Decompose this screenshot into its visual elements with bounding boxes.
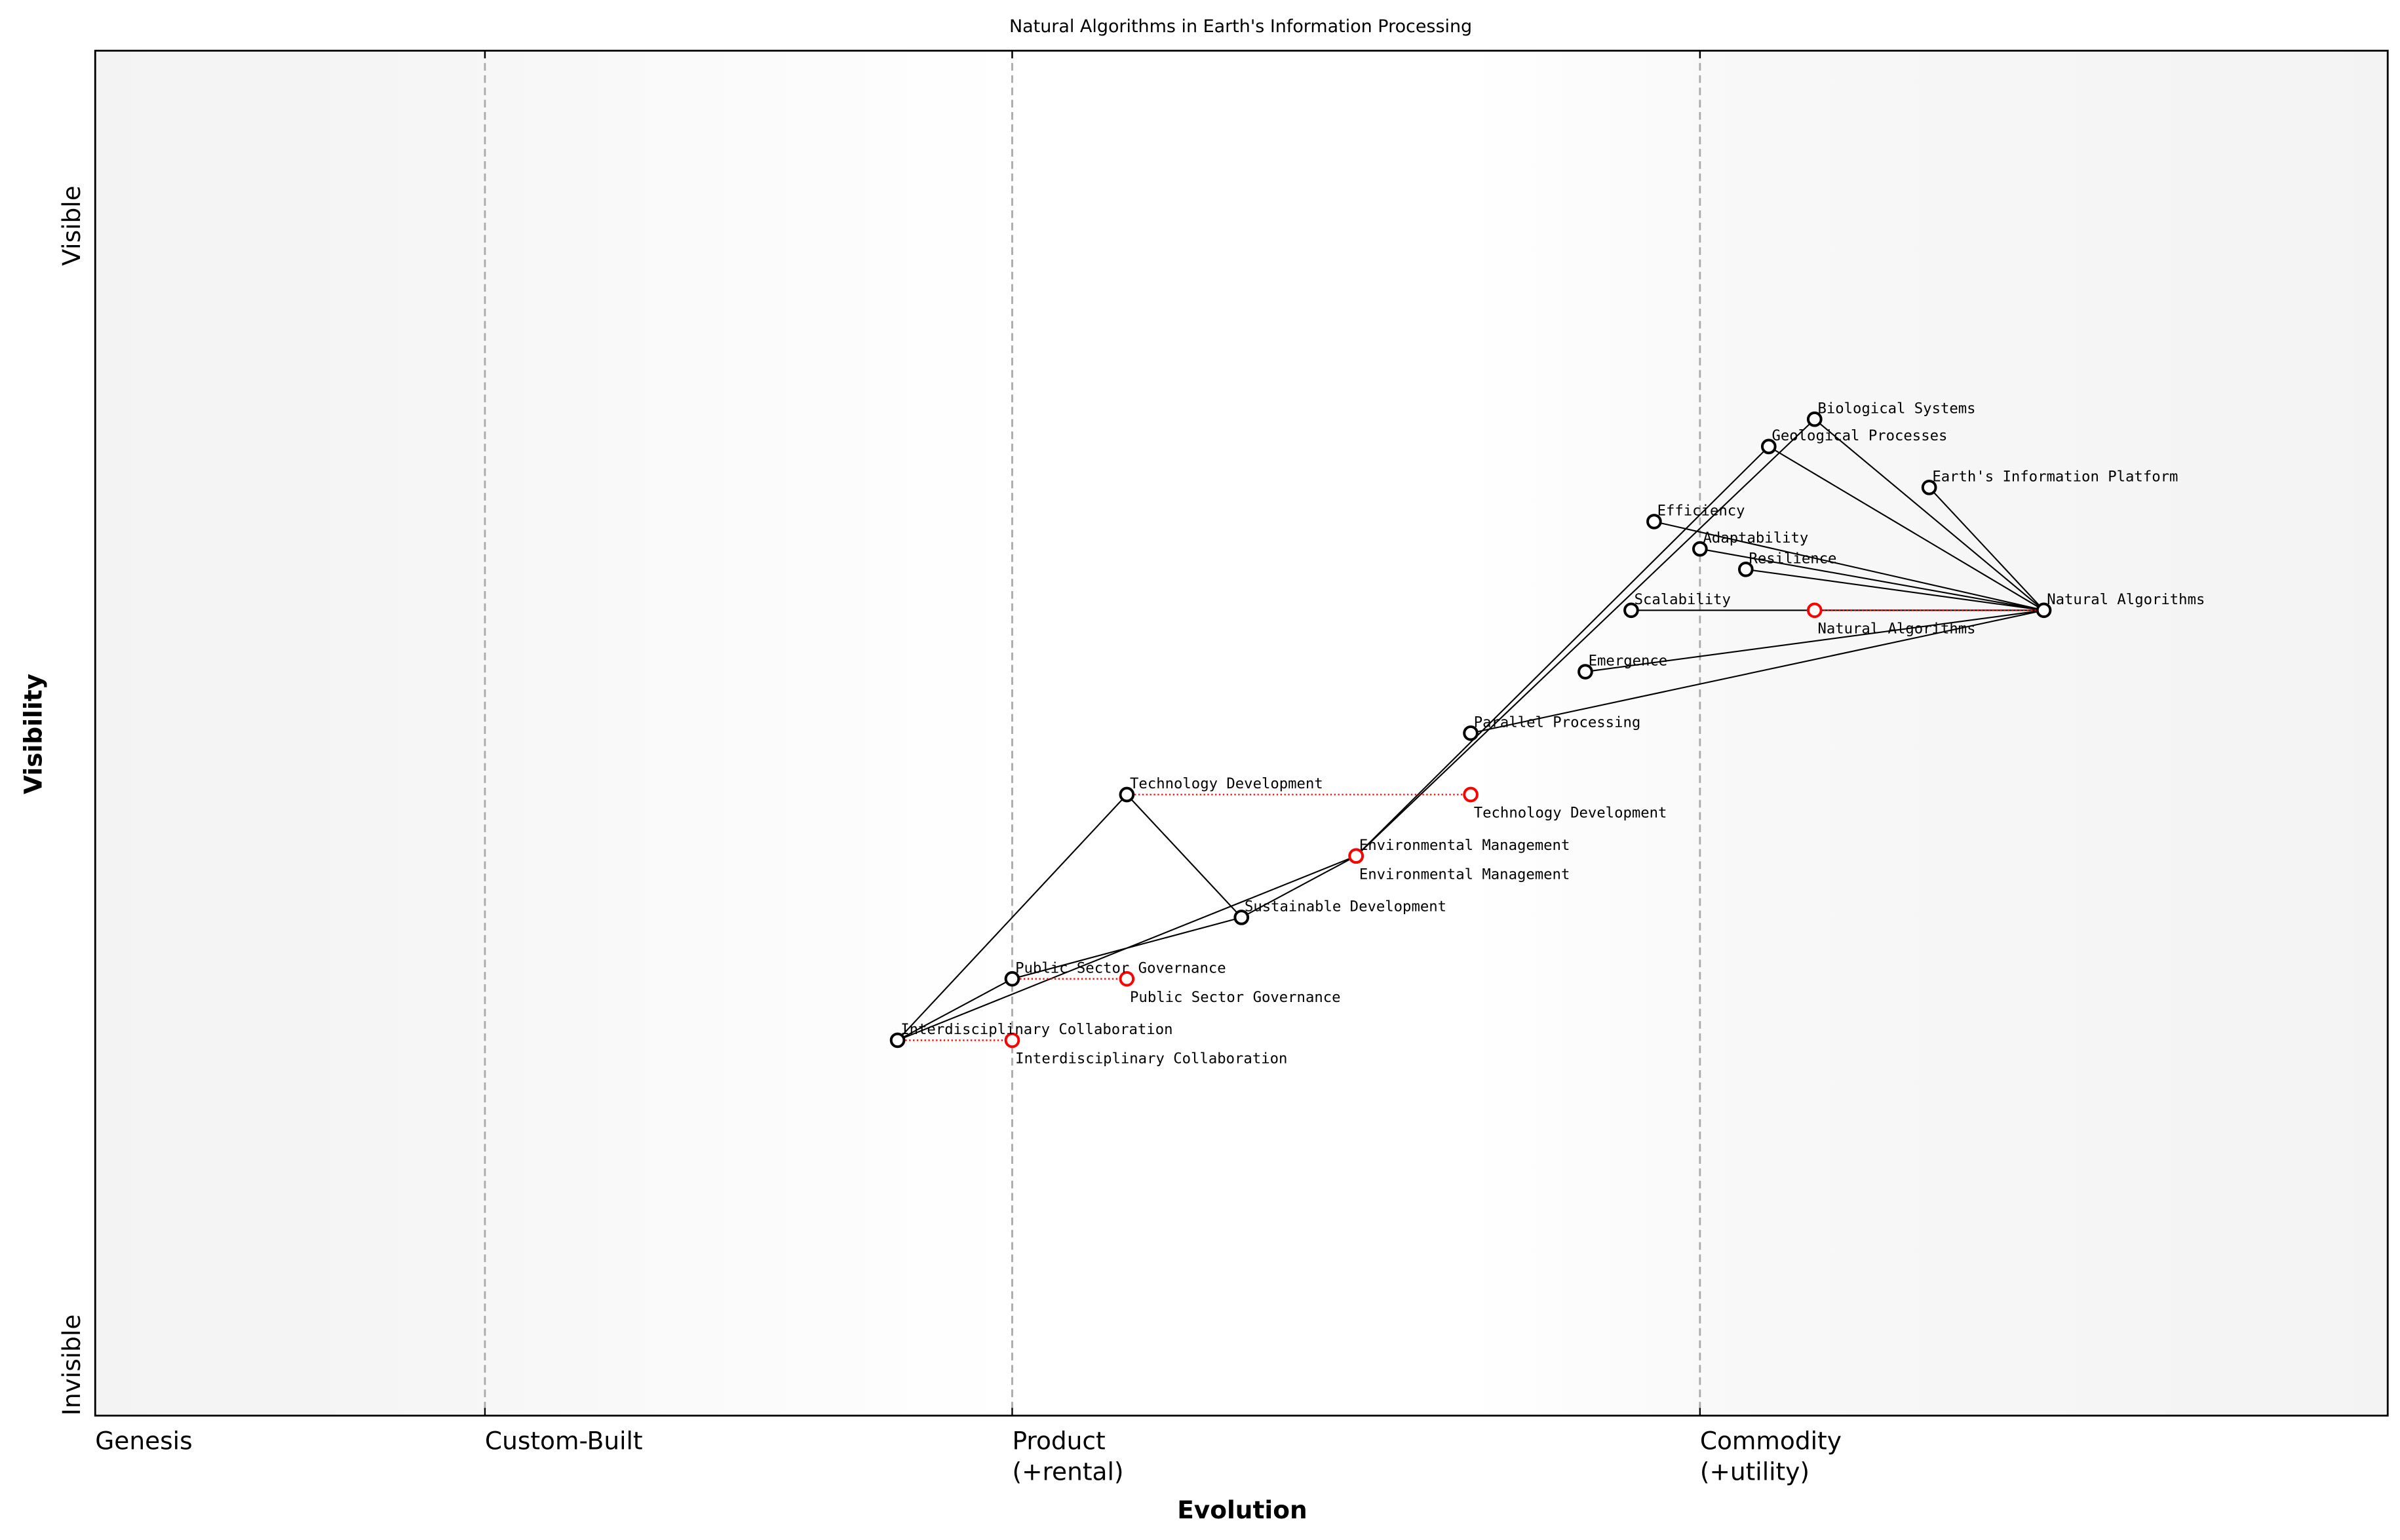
component-node [889,1032,906,1049]
evolved-component-label: Natural Algorithms [1817,620,1975,637]
component-node [1004,971,1020,987]
dependency-link [1745,568,2044,611]
evolved-component-node [1119,971,1135,987]
evolved-component-label: Technology Development [1474,805,1667,822]
component-node [2036,602,2052,619]
dependency-link [1355,446,1770,857]
chart-title: Natural Algorithms in Earth's Informatio… [1009,16,1472,37]
plot-background [95,50,2388,1416]
dependency-link [1768,446,2045,611]
x-stage-label: Commodity [1700,1427,1842,1455]
evolved-component-label: Environmental Management [1359,866,1570,883]
dependency-link [1241,855,1357,918]
dependency-link [1470,609,2044,734]
component-label: Earth's Information Platform [1932,468,2178,485]
component-node [1692,541,1708,557]
component-node [1119,786,1135,803]
evolved-component-label: Public Sector Governance [1130,989,1341,1006]
y-axis-label: Visibility [18,674,47,794]
component-label: Scalability [1635,591,1731,608]
component-node [1623,602,1639,619]
component-label: Parallel Processing [1474,714,1641,731]
dependency-link [897,978,1013,1041]
dependency-link [897,794,1128,1041]
component-label: Technology Development [1130,775,1323,792]
component-node [1737,561,1754,577]
x-stage-label: Product [1012,1427,1105,1455]
component-label: Emergence [1589,653,1668,670]
dependency-link [1814,418,2045,611]
component-node [1577,664,1593,680]
dependency-link [1355,418,1815,857]
component-node [1921,480,1937,495]
component-label: Interdisciplinary Collaboration [900,1021,1172,1038]
component-label: Resilience [1749,550,1837,567]
component-label: Natural Algorithms [2047,591,2205,608]
x-stage-label: (+rental) [1012,1457,1123,1486]
x-stage-label: (+utility) [1700,1457,1810,1486]
dependency-link [1654,520,2044,611]
x-stage-label: Genesis [95,1427,192,1455]
component-label: Geological Processes [1771,427,1947,444]
dependency-link [1928,487,2045,611]
x-stage-label: Custom-Built [485,1427,643,1455]
evolved-component-node [1348,848,1364,864]
component-label: Public Sector Governance [1015,959,1226,976]
evolved-component-node [1004,1032,1020,1049]
component-node [1463,725,1479,741]
component-node [1233,910,1250,925]
component-node [1646,514,1662,529]
component-node [1760,438,1777,455]
component-label: Environmental Management [1359,837,1570,854]
component-label: Sustainable Development [1245,898,1446,915]
plot-frame [94,49,2389,1417]
y-tick-label: Invisible [57,1315,86,1416]
component-label: Biological Systems [1817,400,1975,417]
component-label: Adaptability [1703,529,1809,547]
component-node [1806,411,1823,427]
evolved-component-label: Interdisciplinary Collaboration [1015,1050,1287,1068]
evolved-component-node [1806,602,1823,619]
y-tick-label: Visible [57,185,86,265]
x-axis-label: Evolution [1177,1495,1307,1524]
dependency-link [1126,794,1243,918]
dependency-link [1012,916,1242,980]
component-label: Efficiency [1657,503,1745,520]
dependency-link [1699,548,2044,611]
evolved-component-node [1463,786,1479,803]
dependency-link [1585,609,2044,673]
